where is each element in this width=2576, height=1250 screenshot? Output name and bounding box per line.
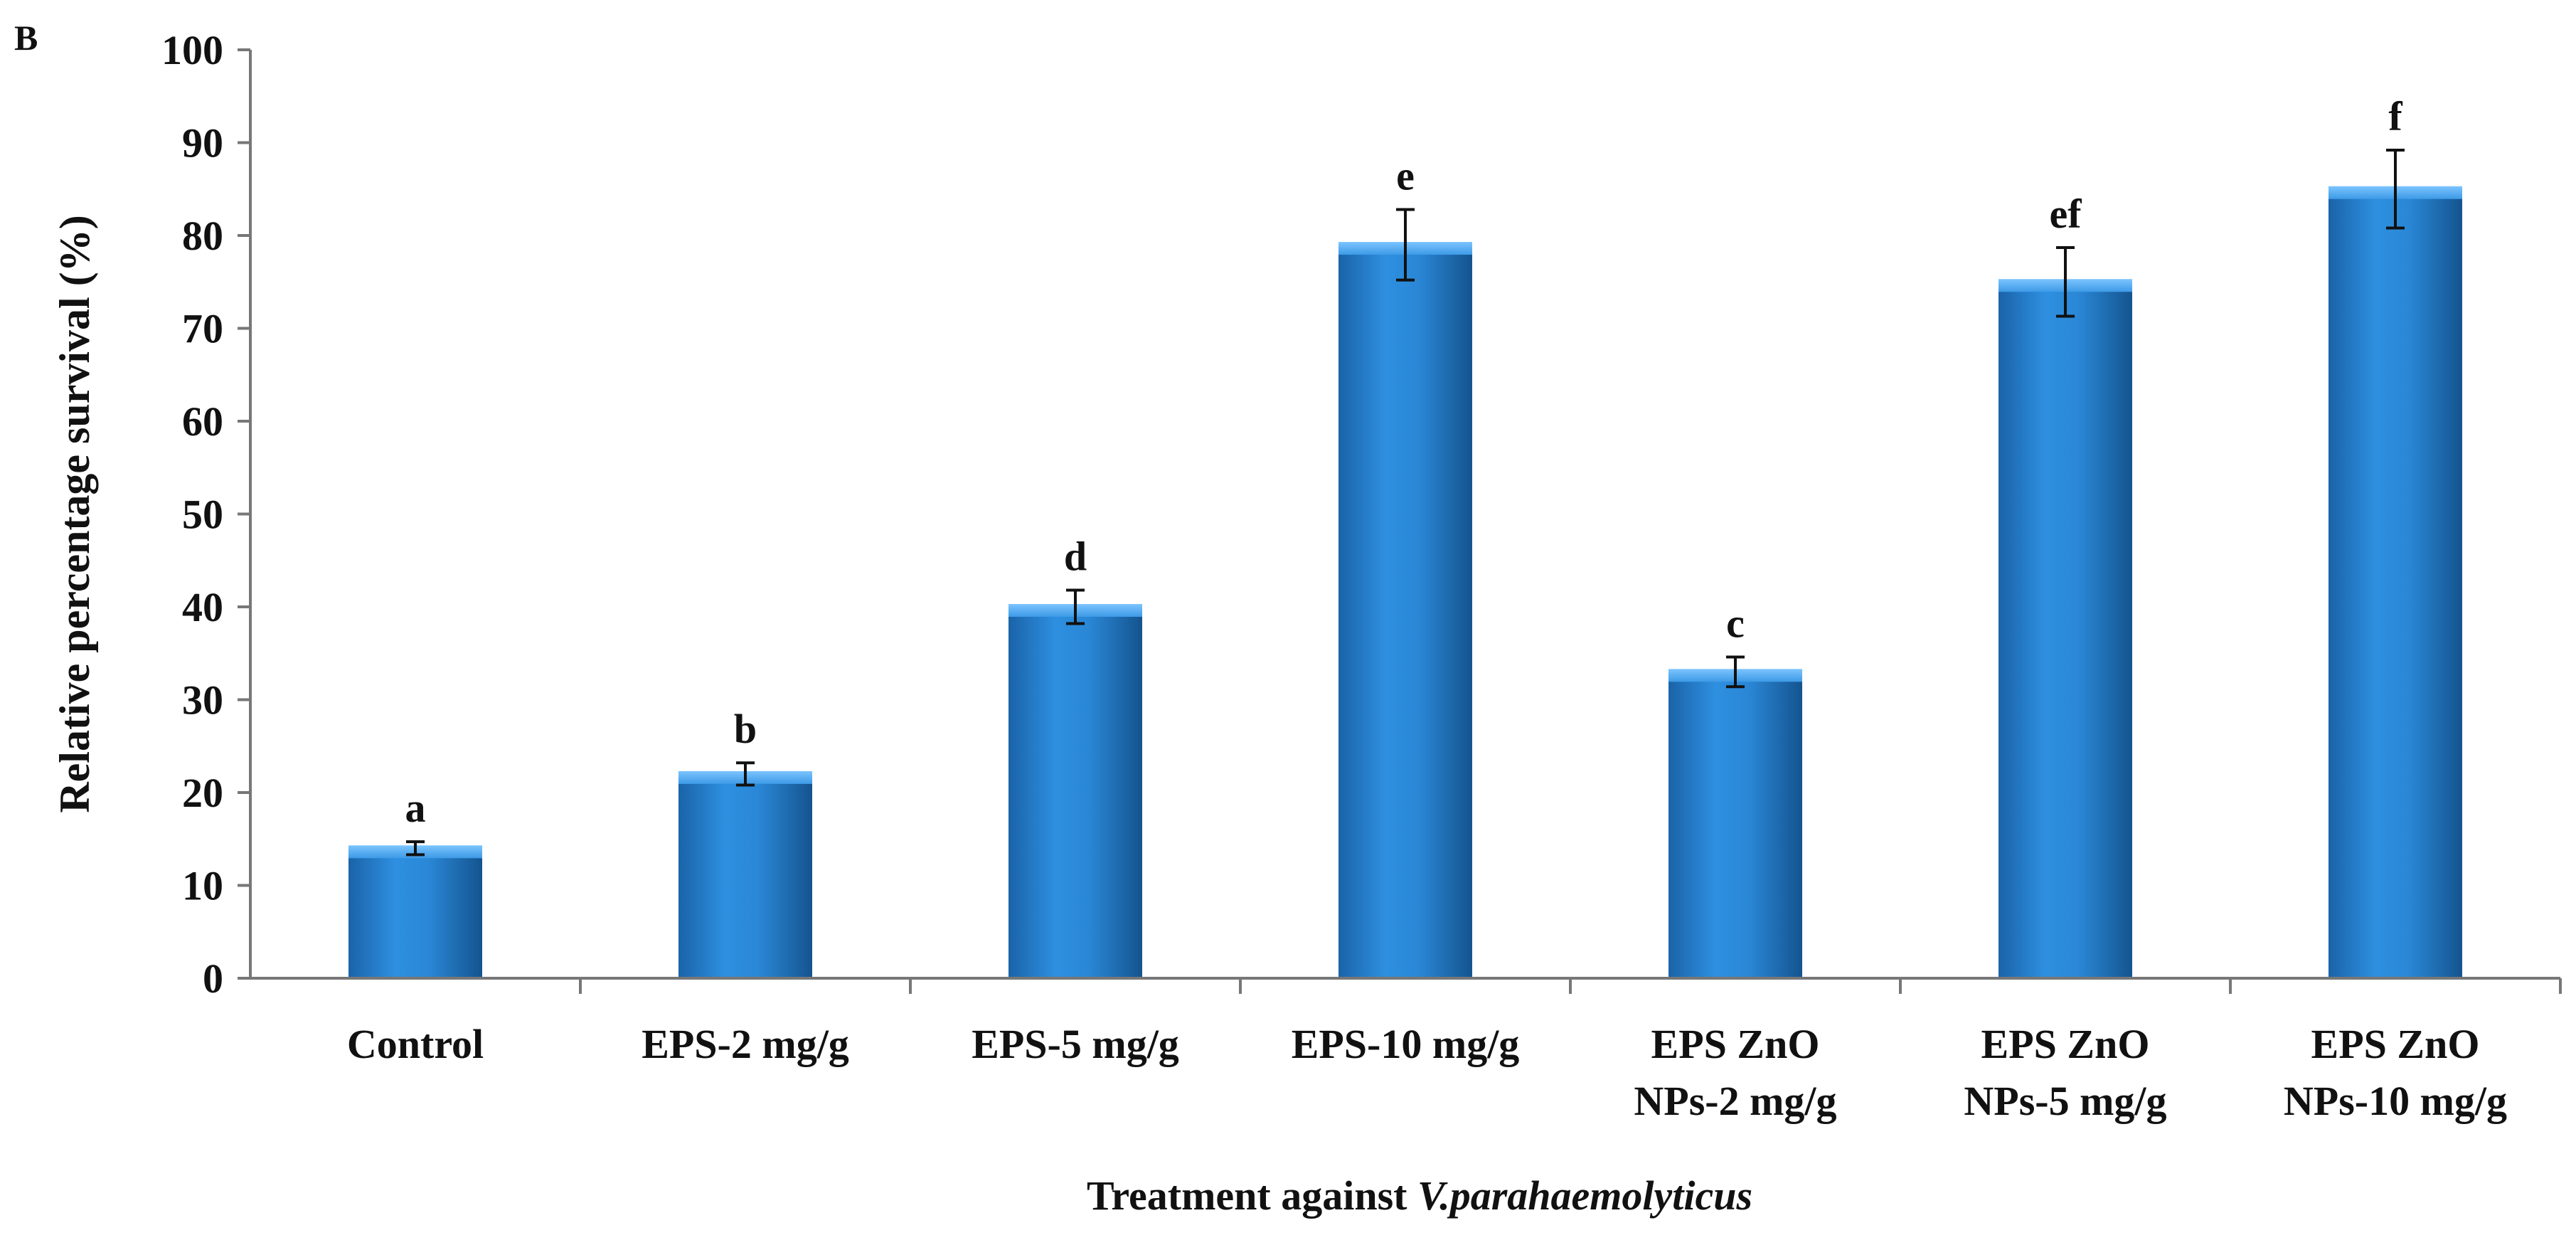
error-bar xyxy=(2056,245,2075,318)
error-bar xyxy=(406,840,425,857)
significance-letter: ef xyxy=(2049,191,2082,237)
x-tick-label: EPS-2 mg/g xyxy=(642,1021,849,1067)
y-tick-label: 40 xyxy=(182,584,223,630)
bar xyxy=(1008,604,1142,978)
x-tick-label: Control xyxy=(347,1021,484,1067)
x-tick-labels: Control EPS-2 mg/g EPS-5 mg/g EPS-10 mg/g EP… xyxy=(347,1021,2507,1124)
y-tick-label: 0 xyxy=(203,955,223,1002)
x-axis-label-prefix: Treatment against xyxy=(1087,1172,1417,1219)
error-bar xyxy=(736,761,755,787)
y-tick-label: 70 xyxy=(182,306,223,352)
y-axis-ticks: 0 10 20 30 40 50 60 70 80 90 100 xyxy=(161,27,250,1002)
x-tick-label: EPS-10 mg/g xyxy=(1292,1021,1520,1067)
y-tick-label: 100 xyxy=(161,27,223,73)
bar xyxy=(678,770,812,978)
bar-body xyxy=(1668,672,1802,978)
panel-label: B xyxy=(14,18,38,58)
x-tick-label-line: EPS-2 mg/g xyxy=(642,1021,849,1067)
y-tick-label: 50 xyxy=(182,492,223,538)
bar-body xyxy=(2328,189,2462,978)
bars xyxy=(348,186,2462,978)
x-tick-label-line: NPs-5 mg/g xyxy=(1964,1078,2166,1124)
error-bar xyxy=(1066,588,1085,625)
y-tick-label: 90 xyxy=(182,120,223,166)
x-tick-label-line: EPS-5 mg/g xyxy=(972,1021,1179,1067)
bar xyxy=(1998,279,2132,978)
x-tick-label-line: EPS ZnO xyxy=(1981,1021,2150,1067)
significance-letter: b xyxy=(734,706,757,752)
x-tick-label-line: NPs-2 mg/g xyxy=(1634,1078,1836,1124)
y-tick-label: 60 xyxy=(182,398,223,445)
x-tick-label: EPS ZnO NPs-5 mg/g xyxy=(1964,1021,2166,1124)
bar xyxy=(348,845,482,978)
error-bar xyxy=(1726,655,1745,689)
bar-body xyxy=(1338,245,1472,978)
bar xyxy=(2328,186,2462,978)
error-bars xyxy=(406,148,2405,857)
significance-letter: c xyxy=(1726,600,1745,646)
significance-letter: a xyxy=(405,785,426,831)
error-bar xyxy=(1396,208,1415,282)
x-tick-label-line: NPs-10 mg/g xyxy=(2284,1078,2507,1124)
x-tick-label-line: Control xyxy=(347,1021,484,1067)
bar-body xyxy=(1008,607,1142,978)
x-axis-ticks xyxy=(579,978,2562,994)
error-bar xyxy=(2386,148,2405,230)
y-tick-label: 80 xyxy=(182,213,223,259)
bar xyxy=(1668,669,1802,978)
y-tick-label: 10 xyxy=(182,863,223,909)
y-tick-label: 20 xyxy=(182,770,223,816)
x-tick-label-line: EPS ZnO xyxy=(2311,1021,2480,1067)
x-tick-label: EPS ZnO NPs-10 mg/g xyxy=(2284,1021,2507,1124)
x-tick-label-line: EPS-10 mg/g xyxy=(1292,1021,1520,1067)
y-axis-label: Relative percentage survival (%) xyxy=(51,215,98,812)
x-tick-label: EPS ZnO NPs-2 mg/g xyxy=(1634,1021,1836,1124)
significance-letter: d xyxy=(1064,534,1087,580)
significance-letter: f xyxy=(2388,93,2402,139)
significance-letter: e xyxy=(1396,152,1415,198)
x-tick-label-line: EPS ZnO xyxy=(1651,1021,1820,1067)
y-tick-label: 30 xyxy=(182,677,223,724)
x-axis-label: Treatment against V.parahaemolyticus xyxy=(1087,1172,1752,1219)
bar-body xyxy=(348,848,482,978)
bar-body xyxy=(678,773,812,978)
bar-body xyxy=(1998,282,2132,978)
significance-letters: a b d e c ef f xyxy=(405,93,2403,831)
bar xyxy=(1338,242,1472,978)
x-tick-label: EPS-5 mg/g xyxy=(972,1021,1179,1067)
x-axis-label-organism: V.parahaemolyticus xyxy=(1417,1172,1752,1219)
